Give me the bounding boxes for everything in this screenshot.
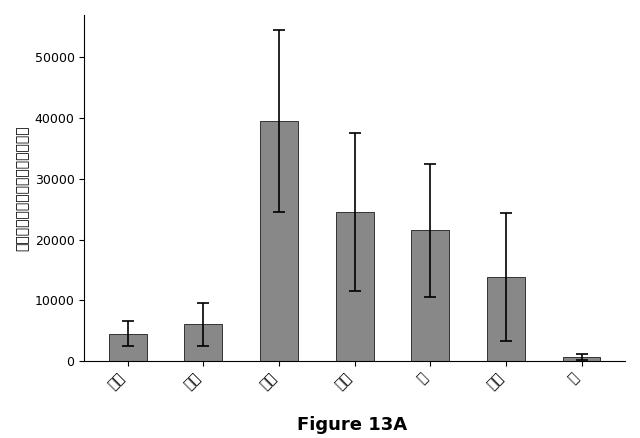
Bar (563, 357, 600, 361)
Y-axis label: 組織１グラム当たりのナノグラム: 組織１グラム当たりのナノグラム (15, 125, 29, 251)
Bar (487, 277, 525, 361)
Bar (184, 325, 222, 361)
Bar (109, 334, 147, 361)
Text: Figure 13A: Figure 13A (297, 416, 407, 434)
Bar (412, 230, 449, 361)
Bar (336, 212, 374, 361)
Bar (260, 121, 298, 361)
